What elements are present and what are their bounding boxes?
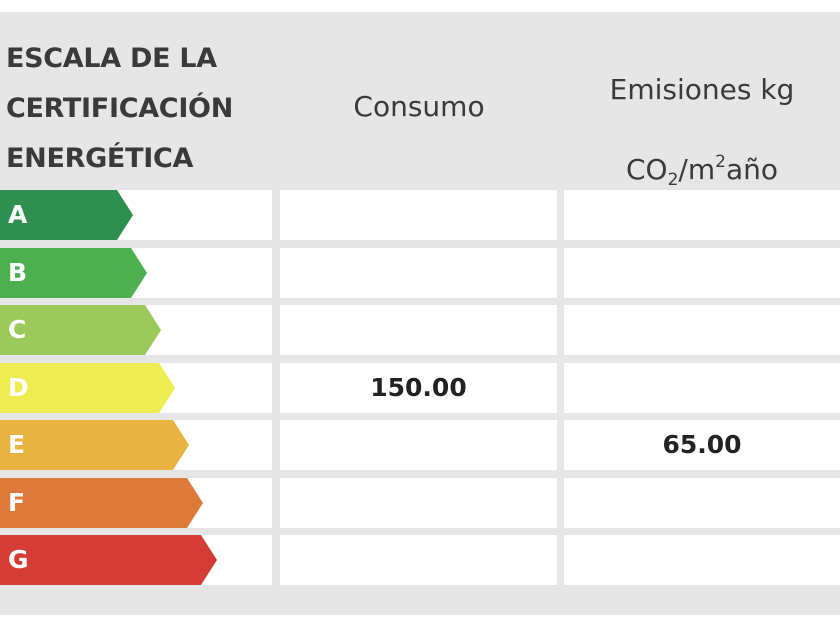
emisiones-value: 65.00 — [662, 430, 742, 459]
emisiones-unit: CO2/m2año — [564, 130, 840, 210]
unit-co: CO — [625, 153, 668, 186]
scale-header-line: ENERGÉTICA — [6, 143, 194, 174]
consumo-cell — [280, 190, 557, 240]
rating-arrow-a — [0, 190, 133, 240]
rating-row-f: F — [0, 477, 840, 528]
rating-row-g: G — [0, 535, 840, 585]
emisiones-cell — [564, 247, 840, 298]
emisiones-cell — [564, 190, 840, 240]
emisiones-header-line1: Emisiones kg — [609, 73, 795, 106]
scale-cell: A — [0, 190, 272, 240]
rating-arrow-e — [0, 420, 189, 470]
consumo-header: Consumo — [353, 90, 485, 123]
consumo-cell: 150.00 — [280, 362, 557, 413]
rating-arrow-b — [0, 247, 147, 298]
unit-m-superscript: 2 — [715, 152, 726, 172]
scale-cell: E — [0, 420, 272, 470]
emisiones-cell — [564, 477, 840, 528]
consumo-cell — [280, 477, 557, 528]
unit-slash-m: /m — [678, 153, 716, 186]
emisiones-header: Emisiones kg CO2/m2año — [564, 50, 840, 210]
rating-letter: C — [8, 315, 27, 344]
rating-arrow-c — [0, 305, 161, 355]
rating-row-b: B — [0, 247, 840, 298]
scale-header-line: ESCALA DE LA — [6, 43, 217, 74]
scale-header: ESCALA DE LA CERTIFICACIÓN ENERGÉTICA — [6, 34, 266, 184]
rating-arrow-d — [0, 362, 175, 413]
rating-arrow-f — [0, 477, 203, 528]
rating-letter: D — [8, 372, 29, 402]
scale-header-line: CERTIFICACIÓN — [6, 93, 234, 124]
emisiones-cell — [564, 535, 840, 585]
emisiones-cell — [564, 305, 840, 355]
rating-letter: A — [8, 200, 28, 229]
rating-letter: E — [8, 430, 26, 459]
rating-row-d: D 150.00 — [0, 362, 840, 413]
scale-cell: F — [0, 477, 272, 528]
consumo-cell — [280, 305, 557, 355]
rating-letter: B — [8, 257, 28, 287]
unit-co-subscript: 2 — [667, 170, 679, 190]
consumo-cell — [280, 535, 557, 585]
consumo-value: 150.00 — [370, 372, 467, 402]
emisiones-cell: 65.00 — [564, 420, 840, 470]
rating-arrow-g — [0, 535, 217, 585]
scale-cell: G — [0, 535, 272, 585]
rating-row-c: C — [0, 305, 840, 355]
unit-ano: año — [725, 153, 778, 186]
scale-cell: C — [0, 305, 272, 355]
scale-cell: D — [0, 362, 272, 413]
consumo-cell — [280, 247, 557, 298]
rating-row-e: E 65.00 — [0, 420, 840, 470]
rating-letter: F — [8, 487, 26, 517]
rating-row-a: A — [0, 190, 840, 240]
rating-letter: G — [8, 545, 29, 574]
scale-cell: B — [0, 247, 272, 298]
consumo-cell — [280, 420, 557, 470]
emisiones-cell — [564, 362, 840, 413]
